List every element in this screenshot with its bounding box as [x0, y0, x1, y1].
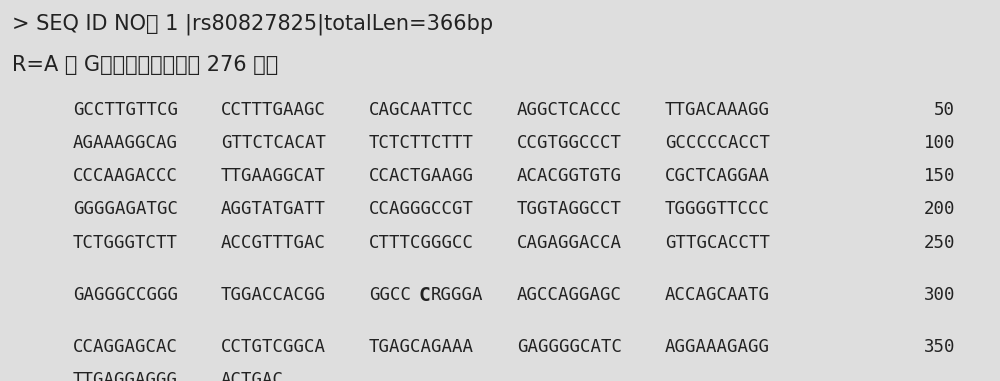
Text: RGGGA: RGGGA: [431, 286, 483, 304]
Text: TTGAAGGCAT: TTGAAGGCAT: [221, 167, 326, 185]
Text: GGCC: GGCC: [369, 286, 411, 304]
Text: TGAGCAGAAA: TGAGCAGAAA: [369, 338, 474, 356]
Text: CCAGGGCCGT: CCAGGGCCGT: [369, 200, 474, 218]
Text: CAGAGGACCA: CAGAGGACCA: [517, 234, 622, 251]
Text: GAGGGCCGGG: GAGGGCCGGG: [73, 286, 178, 304]
Text: ACCAGCAATG: ACCAGCAATG: [665, 286, 770, 304]
Text: TCTGGGTCTT: TCTGGGTCTT: [73, 234, 178, 251]
Text: R=A 或 G（突变位点位于第 276 位）: R=A 或 G（突变位点位于第 276 位）: [12, 55, 278, 75]
Text: GAGGGGCATC: GAGGGGCATC: [517, 338, 622, 356]
Text: AGAAAGGCAG: AGAAAGGCAG: [73, 134, 178, 152]
Text: CCGTGGCCCT: CCGTGGCCCT: [517, 134, 622, 152]
Text: C: C: [418, 286, 430, 305]
Text: 200: 200: [924, 200, 955, 218]
Text: TGGACCACGG: TGGACCACGG: [221, 286, 326, 304]
Text: 300: 300: [924, 286, 955, 304]
Text: 100: 100: [924, 134, 955, 152]
Text: CGCTCAGGAA: CGCTCAGGAA: [665, 167, 770, 185]
Text: GCCTTGTTCG: GCCTTGTTCG: [73, 101, 178, 119]
Text: TTGACAAAGG: TTGACAAAGG: [665, 101, 770, 119]
Text: 350: 350: [924, 338, 955, 356]
Text: TTGAGGAGGG: TTGAGGAGGG: [73, 371, 178, 381]
Text: TGGTAGGCCT: TGGTAGGCCT: [517, 200, 622, 218]
Text: CCCAAGACCC: CCCAAGACCC: [73, 167, 178, 185]
Text: AGGCTCACCC: AGGCTCACCC: [517, 101, 622, 119]
Text: CCTTTGAAGC: CCTTTGAAGC: [221, 101, 326, 119]
Text: GTTGCACCTT: GTTGCACCTT: [665, 234, 770, 251]
Text: TCTCTTCTTT: TCTCTTCTTT: [369, 134, 474, 152]
Text: 150: 150: [924, 167, 955, 185]
Text: CCAGGAGCAC: CCAGGAGCAC: [73, 338, 178, 356]
Text: CCTGTCGGCA: CCTGTCGGCA: [221, 338, 326, 356]
Text: GCCCCCACCT: GCCCCCACCT: [665, 134, 770, 152]
Text: > SEQ ID NO： 1 |rs80827825|totalLen=366bp: > SEQ ID NO： 1 |rs80827825|totalLen=366b…: [12, 13, 493, 35]
Text: ACTGAC: ACTGAC: [221, 371, 284, 381]
Text: AGCCAGGAGC: AGCCAGGAGC: [517, 286, 622, 304]
Text: CTTTCGGGCC: CTTTCGGGCC: [369, 234, 474, 251]
Text: AGGAAAGAGG: AGGAAAGAGG: [665, 338, 770, 356]
Text: ACACGGTGTG: ACACGGTGTG: [517, 167, 622, 185]
Text: TGGGGTTCCC: TGGGGTTCCC: [665, 200, 770, 218]
Text: CAGCAATTCC: CAGCAATTCC: [369, 101, 474, 119]
Text: AGGTATGATT: AGGTATGATT: [221, 200, 326, 218]
Text: GGGGAGATGC: GGGGAGATGC: [73, 200, 178, 218]
Text: CCACTGAAGG: CCACTGAAGG: [369, 167, 474, 185]
Text: ACCGTTTGAC: ACCGTTTGAC: [221, 234, 326, 251]
Text: GTTCTCACAT: GTTCTCACAT: [221, 134, 326, 152]
Text: 250: 250: [924, 234, 955, 251]
Text: 50: 50: [934, 101, 955, 119]
